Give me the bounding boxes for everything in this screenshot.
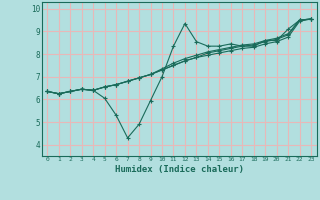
X-axis label: Humidex (Indice chaleur): Humidex (Indice chaleur) <box>115 165 244 174</box>
